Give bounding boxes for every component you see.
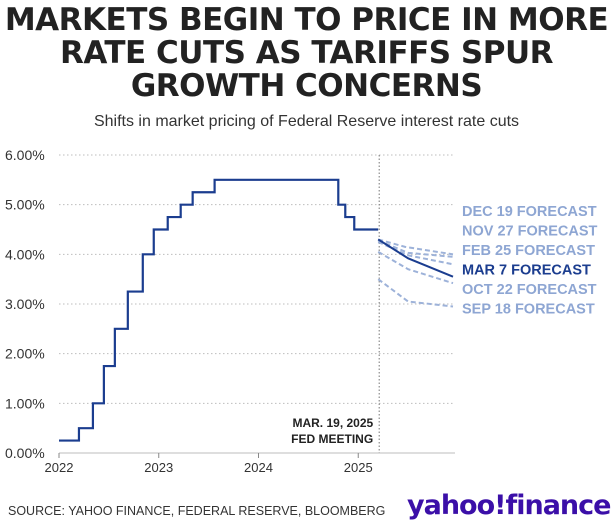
- logo-second: finance: [505, 490, 611, 521]
- forecast-line: [377, 238, 454, 256]
- fed-meeting-annotation: MAR. 19, 2025: [292, 416, 373, 430]
- yahoo-finance-logo: yahoo!finance: [407, 490, 611, 521]
- forecast-line: [377, 278, 454, 308]
- logo-main: yahoo: [407, 490, 495, 521]
- rate-chart: 0.00% 1.00% 2.00% 3.00% 4.00% 5.00% 6.00% 2022 2…: [5, 147, 597, 475]
- fed-funds-rate-line: [59, 178, 379, 442]
- forecast-line: [377, 250, 454, 285]
- x-tick-label: 2025: [344, 460, 373, 475]
- y-tick-label: 3.00%: [5, 296, 45, 312]
- y-tick-label: 6.00%: [5, 147, 45, 163]
- logo-bang: !: [494, 490, 506, 521]
- forecast-label: NOV 27 FORECAST: [462, 224, 597, 240]
- y-tick-label: 5.00%: [5, 197, 45, 213]
- chart-subtitle: Shifts in market pricing of Federal Rese…: [93, 113, 520, 130]
- y-tick-label: 2.00%: [5, 346, 45, 362]
- fed-meeting-annotation: FED MEETING: [291, 432, 373, 446]
- forecast-label: FEB 25 FORECAST: [462, 243, 595, 259]
- y-tick-label: 0.00%: [5, 445, 45, 461]
- y-tick-label: 4.00%: [5, 246, 45, 262]
- y-tick-label: 1.00%: [5, 395, 45, 411]
- forecast-label: SEP 18 FORECAST: [462, 302, 595, 318]
- x-tick-label: 2024: [244, 460, 273, 475]
- source-note: SOURCE: YAHOO FINANCE, FEDERAL RESERVE, …: [8, 504, 386, 518]
- forecast-line: [377, 238, 454, 278]
- x-tick-label: 2023: [144, 460, 173, 475]
- forecast-label: DEC 19 FORECAST: [462, 204, 597, 220]
- forecast-label: MAR 7 FORECAST: [462, 263, 591, 279]
- chart-title: MARKETS BEGIN TO PRICE IN MORE RATE CUTS…: [4, 2, 609, 104]
- x-tick-label: 2022: [45, 460, 74, 475]
- forecast-label: OCT 22 FORECAST: [462, 282, 597, 298]
